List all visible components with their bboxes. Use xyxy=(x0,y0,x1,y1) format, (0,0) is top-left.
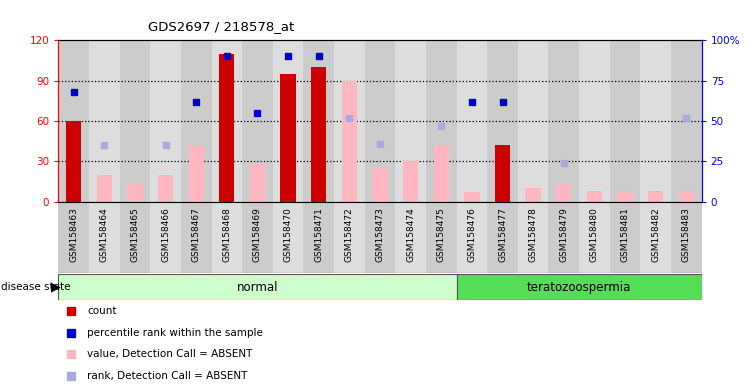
Bar xyxy=(250,164,265,202)
Text: GSM158483: GSM158483 xyxy=(682,207,691,262)
Bar xyxy=(150,40,181,202)
Bar xyxy=(188,145,204,202)
Bar xyxy=(403,161,418,202)
Text: disease state: disease state xyxy=(1,282,70,292)
Text: GSM158470: GSM158470 xyxy=(283,207,292,262)
Bar xyxy=(89,40,120,202)
Text: GSM158473: GSM158473 xyxy=(375,207,384,262)
Text: GSM158476: GSM158476 xyxy=(468,207,476,262)
Text: GSM158466: GSM158466 xyxy=(161,207,170,262)
Bar xyxy=(586,191,602,202)
Bar xyxy=(610,40,640,202)
Text: GSM158474: GSM158474 xyxy=(406,207,415,262)
Text: GSM158475: GSM158475 xyxy=(437,207,446,262)
Bar xyxy=(617,191,633,202)
Bar xyxy=(158,175,174,202)
Bar xyxy=(465,192,479,202)
Bar xyxy=(671,202,702,273)
Text: GSM158469: GSM158469 xyxy=(253,207,262,262)
Text: percentile rank within the sample: percentile rank within the sample xyxy=(88,328,263,338)
Bar xyxy=(242,40,273,202)
Bar xyxy=(373,168,387,202)
Bar xyxy=(334,202,365,273)
Bar xyxy=(434,145,449,202)
Text: rank, Detection Call = ABSENT: rank, Detection Call = ABSENT xyxy=(88,371,248,381)
Bar xyxy=(548,202,579,273)
Text: GSM158463: GSM158463 xyxy=(69,207,78,262)
Bar xyxy=(181,40,212,202)
Bar xyxy=(212,202,242,273)
Text: ▶: ▶ xyxy=(51,281,61,293)
Bar xyxy=(273,40,304,202)
Bar xyxy=(640,202,671,273)
Bar xyxy=(89,202,120,273)
Bar xyxy=(678,191,694,202)
Bar xyxy=(671,40,702,202)
Text: GSM158478: GSM158478 xyxy=(529,207,538,262)
Bar xyxy=(127,184,143,202)
Text: GSM158464: GSM158464 xyxy=(99,207,108,262)
Bar xyxy=(487,40,518,202)
Bar xyxy=(426,40,456,202)
Bar xyxy=(242,202,273,273)
Bar xyxy=(518,40,548,202)
Bar xyxy=(395,202,426,273)
Text: GSM158472: GSM158472 xyxy=(345,207,354,262)
Bar xyxy=(273,202,304,273)
Bar xyxy=(648,191,663,202)
Bar xyxy=(526,188,541,202)
Text: count: count xyxy=(88,306,117,316)
Bar xyxy=(212,40,242,202)
Bar xyxy=(456,274,702,300)
Bar xyxy=(96,175,112,202)
Bar xyxy=(640,40,671,202)
Bar xyxy=(456,40,487,202)
Bar xyxy=(150,202,181,273)
Bar xyxy=(456,202,487,273)
Bar xyxy=(426,202,456,273)
Bar xyxy=(120,202,150,273)
Text: GSM158468: GSM158468 xyxy=(222,207,231,262)
Text: GSM158480: GSM158480 xyxy=(590,207,599,262)
Bar xyxy=(548,40,579,202)
Bar xyxy=(518,202,548,273)
Bar xyxy=(395,40,426,202)
Text: teratozoospermia: teratozoospermia xyxy=(527,281,631,293)
Bar xyxy=(181,202,212,273)
Bar xyxy=(342,81,357,202)
Bar xyxy=(66,121,82,202)
Text: GSM158465: GSM158465 xyxy=(130,207,139,262)
Bar xyxy=(304,40,334,202)
Text: GSM158471: GSM158471 xyxy=(314,207,323,262)
Bar xyxy=(311,67,326,202)
Bar xyxy=(579,40,610,202)
Bar xyxy=(487,202,518,273)
Bar xyxy=(365,202,395,273)
Bar xyxy=(120,40,150,202)
Text: GDS2697 / 218578_at: GDS2697 / 218578_at xyxy=(148,20,295,33)
Text: normal: normal xyxy=(236,281,278,293)
Text: GSM158482: GSM158482 xyxy=(652,207,660,262)
Bar xyxy=(365,40,395,202)
Bar xyxy=(610,202,640,273)
Bar xyxy=(280,74,295,202)
Bar xyxy=(556,184,571,202)
Text: GSM158481: GSM158481 xyxy=(621,207,630,262)
Bar xyxy=(304,202,334,273)
Bar xyxy=(334,40,365,202)
Bar xyxy=(58,40,89,202)
Text: GSM158477: GSM158477 xyxy=(498,207,507,262)
Text: GSM158467: GSM158467 xyxy=(191,207,200,262)
Bar xyxy=(219,54,234,202)
Text: value, Detection Call = ABSENT: value, Detection Call = ABSENT xyxy=(88,349,253,359)
Bar xyxy=(58,202,89,273)
Bar xyxy=(58,274,456,300)
Bar xyxy=(579,202,610,273)
Bar xyxy=(495,145,510,202)
Text: GSM158479: GSM158479 xyxy=(560,207,568,262)
